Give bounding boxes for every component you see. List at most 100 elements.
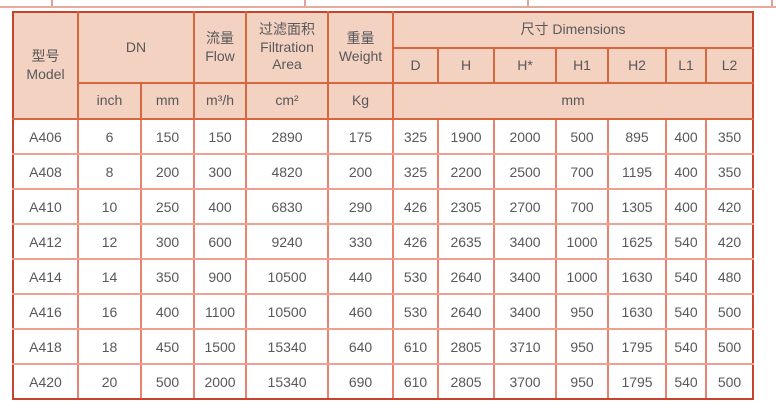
- table-row: A410 10 250 400 6830 290 426 2305 2700 7…: [12, 188, 755, 225]
- dim-d-cell: 530: [392, 258, 440, 295]
- previous-table-bottom-edge: [0, 0, 776, 8]
- header-dim-l1: L1: [665, 47, 708, 84]
- dim-h-cell: 1900: [437, 118, 496, 155]
- dn-mm-cell: 350: [139, 258, 196, 295]
- dim-l2-cell: 350: [705, 118, 755, 155]
- unit-weight: Kg: [327, 82, 395, 120]
- dim-h1-cell: 500: [555, 118, 610, 155]
- header-dimensions: 尺寸 Dimensions: [392, 11, 755, 49]
- weight-cell: 640: [327, 328, 395, 365]
- dim-h2-cell: 1630: [607, 258, 668, 295]
- flow-cell: 2000: [193, 363, 248, 400]
- dim-l1-cell: 540: [665, 328, 708, 365]
- dn-mm-cell: 250: [139, 188, 196, 225]
- dim-l1-cell: 400: [665, 118, 708, 155]
- header-flow: 流量 Flow: [193, 11, 248, 84]
- dim-l1-cell: 400: [665, 188, 708, 225]
- dim-h1-cell: 950: [555, 328, 610, 365]
- area-cell: 4820: [245, 153, 330, 190]
- dim-h1-cell: 1000: [555, 223, 610, 260]
- weight-cell: 175: [327, 118, 395, 155]
- unit-flow: m³/h: [193, 82, 248, 120]
- dn-inch-cell: 12: [77, 223, 142, 260]
- model-cell: A420: [12, 363, 79, 400]
- dim-h2-cell: 895: [607, 118, 668, 155]
- flow-cell: 600: [193, 223, 248, 260]
- dim-l2-cell: 350: [705, 153, 755, 190]
- model-cell: A416: [12, 293, 79, 330]
- header-dim-h: H: [437, 47, 496, 84]
- dn-mm-cell: 500: [139, 363, 196, 400]
- flow-cell: 900: [193, 258, 248, 295]
- dim-h1-cell: 1000: [555, 258, 610, 295]
- dim-l1-cell: 400: [665, 153, 708, 190]
- weight-cell: 290: [327, 188, 395, 225]
- unit-mm: mm: [139, 82, 196, 120]
- dim-h-star-cell: 3400: [493, 223, 558, 260]
- dn-inch-cell: 6: [77, 118, 142, 155]
- model-cell: A406: [12, 118, 79, 155]
- header-row-2: D H H* H1 H2 L1 L2: [13, 47, 755, 84]
- table-row: A414 14 350 900 10500 440 530 2640 3400 …: [12, 258, 755, 295]
- dim-h2-cell: 1795: [607, 363, 668, 400]
- dim-d-cell: 426: [392, 223, 440, 260]
- previous-table-divider: [51, 0, 53, 6]
- table-row: A418 18 450 1500 15340 640 610 2805 3710…: [12, 328, 755, 365]
- dim-l1-cell: 540: [665, 258, 708, 295]
- dim-h-cell: 2640: [437, 258, 496, 295]
- table-row: A416 16 400 1100 10500 460 530 2640 3400…: [12, 293, 755, 330]
- header-dn: DN: [76, 11, 196, 84]
- header-dim-h1: H1: [555, 47, 610, 84]
- dim-l2-cell: 420: [705, 188, 755, 225]
- dn-mm-cell: 450: [139, 328, 196, 365]
- dim-h-star-cell: 3700: [493, 363, 558, 400]
- flow-cell: 400: [193, 188, 248, 225]
- dn-inch-cell: 8: [77, 153, 142, 190]
- dn-inch-cell: 20: [77, 363, 142, 400]
- dim-l2-cell: 500: [705, 363, 755, 400]
- dim-l2-cell: 480: [705, 258, 755, 295]
- dn-mm-cell: 150: [139, 118, 196, 155]
- table-body: A406 6 150 150 2890 175 325 1900 2000 50…: [12, 118, 755, 400]
- dim-l2-cell: 420: [705, 223, 755, 260]
- table-row: A420 20 500 2000 15340 690 610 2805 3700…: [12, 363, 755, 400]
- model-cell: A414: [12, 258, 79, 295]
- area-cell: 2890: [245, 118, 330, 155]
- dn-inch-cell: 18: [77, 328, 142, 365]
- dim-h-cell: 2635: [437, 223, 496, 260]
- area-cell: 6830: [245, 188, 330, 225]
- header-dim-d: D: [392, 47, 440, 84]
- dim-d-cell: 325: [392, 118, 440, 155]
- dim-h2-cell: 1630: [607, 293, 668, 330]
- dim-h-cell: 2805: [437, 363, 496, 400]
- dn-mm-cell: 200: [139, 153, 196, 190]
- flow-cell: 1100: [193, 293, 248, 330]
- unit-inch: inch: [77, 82, 142, 120]
- flow-cell: 300: [193, 153, 248, 190]
- area-cell: 15340: [245, 328, 330, 365]
- dim-h-star-cell: 2000: [493, 118, 558, 155]
- previous-table-divider: [771, 0, 773, 6]
- header-weight: 重量 Weight: [327, 11, 395, 84]
- specification-table: 型号 Model DN 流量 Flow 过滤面积 Filtration Area…: [12, 11, 755, 400]
- dn-mm-cell: 400: [139, 293, 196, 330]
- dim-h2-cell: 1795: [607, 328, 668, 365]
- weight-cell: 440: [327, 258, 395, 295]
- header-model: 型号 Model: [12, 11, 79, 120]
- table-row: A408 8 200 300 4820 200 325 2200 2500 70…: [12, 153, 755, 190]
- header-row-1: 型号 Model DN 流量 Flow 过滤面积 Filtration Area…: [12, 11, 755, 120]
- dim-l2-cell: 500: [705, 293, 755, 330]
- header-dim-h2: H2: [607, 47, 668, 84]
- weight-cell: 460: [327, 293, 395, 330]
- dim-h2-cell: 1195: [607, 153, 668, 190]
- dim-d-cell: 426: [392, 188, 440, 225]
- dim-d-cell: 530: [392, 293, 440, 330]
- header-dim-h-star: H*: [493, 47, 558, 84]
- area-cell: 10500: [245, 293, 330, 330]
- dim-l2-cell: 500: [705, 328, 755, 365]
- dim-h1-cell: 700: [555, 188, 610, 225]
- dim-h2-cell: 1625: [607, 223, 668, 260]
- weight-cell: 200: [327, 153, 395, 190]
- dim-d-cell: 325: [392, 153, 440, 190]
- header-filtration-area: 过滤面积 Filtration Area: [245, 11, 330, 84]
